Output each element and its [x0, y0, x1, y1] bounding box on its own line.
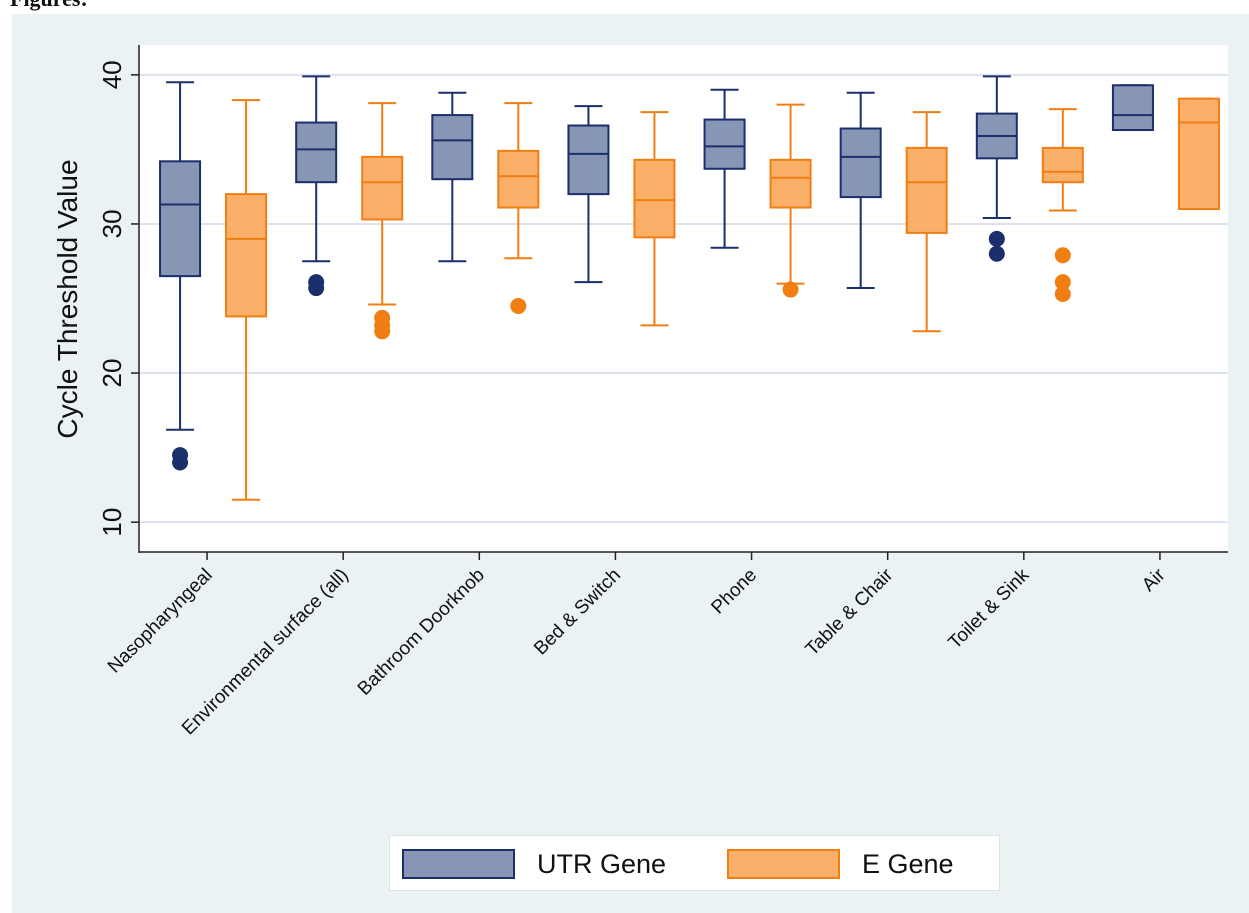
box-e-gene	[769, 103, 812, 298]
box-utr-gene	[703, 88, 746, 249]
iqr-box	[839, 127, 882, 199]
outlier-point	[988, 230, 1005, 247]
outlier-point	[374, 309, 391, 326]
iqr-box	[497, 149, 540, 209]
box-e-gene	[225, 99, 268, 501]
x-tick-label: Phone	[707, 565, 761, 619]
iqr-box	[769, 158, 812, 209]
box-utr-gene	[159, 81, 202, 471]
iqr-box	[361, 155, 404, 221]
page-heading: Figures:	[10, 0, 88, 12]
outlier-point	[988, 245, 1005, 262]
iqr-box	[431, 114, 474, 181]
legend-label-utr: UTR Gene	[537, 848, 667, 879]
box-e-gene	[1041, 108, 1084, 303]
outlier-point	[510, 297, 527, 314]
x-tick-label: Bed & Switch	[530, 565, 625, 660]
iqr-box	[159, 160, 202, 278]
box-utr-gene	[975, 75, 1018, 262]
y-tick-label: 10	[97, 508, 127, 537]
iqr-box	[633, 158, 676, 239]
box-e-gene	[1177, 97, 1220, 211]
box-e-gene	[361, 102, 404, 340]
outlier-point	[1054, 274, 1071, 291]
x-tick-label: Bathroom Doorknob	[354, 565, 489, 700]
x-tick-label: Toilet & Sink	[945, 564, 1034, 653]
box-e-gene	[905, 111, 948, 333]
figure-panel: 10 20 30 40 Nasopharyngeal Environmental sur…	[12, 14, 1249, 913]
iqr-box	[225, 193, 268, 318]
box-e-gene	[633, 111, 676, 327]
outlier-point	[1054, 286, 1071, 303]
y-tick-label: 40	[97, 60, 127, 89]
outlier-point	[782, 281, 799, 298]
box-utr-gene	[295, 75, 338, 297]
y-tick-labels: 10 20 30 40	[97, 60, 139, 537]
chart-legend: UTR Gene E Gene	[389, 835, 1000, 891]
x-tick-label: Air	[1138, 564, 1170, 596]
grid-lines	[139, 73, 1228, 524]
x-tick-label: Nasopharyngeal	[104, 565, 217, 678]
box-utr-gene	[1111, 84, 1154, 131]
box-utr-gene	[431, 91, 474, 263]
x-tick-label: Table & Chair	[802, 564, 898, 660]
iqr-box	[1041, 146, 1084, 184]
iqr-box	[295, 121, 338, 184]
y-tick-label: 30	[97, 209, 127, 238]
legend-item-utr: UTR Gene	[402, 848, 666, 880]
iqr-box	[905, 146, 948, 234]
legend-label-e: E Gene	[862, 848, 954, 879]
box-utr-gene	[839, 91, 882, 290]
outlier-point	[1054, 247, 1071, 264]
y-axis-title: Cycle Threshold Value	[52, 159, 83, 438]
outlier-point	[308, 274, 325, 291]
box-e-gene	[497, 102, 540, 314]
iqr-box	[1177, 97, 1220, 211]
box-series	[159, 75, 1220, 501]
legend-swatch-e	[727, 849, 840, 879]
iqr-box	[567, 124, 610, 196]
iqr-box	[703, 118, 746, 170]
legend-item-e: E Gene	[727, 848, 954, 880]
outlier-point	[172, 447, 189, 464]
box-utr-gene	[567, 105, 610, 284]
iqr-box	[1111, 84, 1154, 131]
y-tick-label: 20	[97, 359, 127, 388]
legend-swatch-utr	[402, 849, 515, 879]
